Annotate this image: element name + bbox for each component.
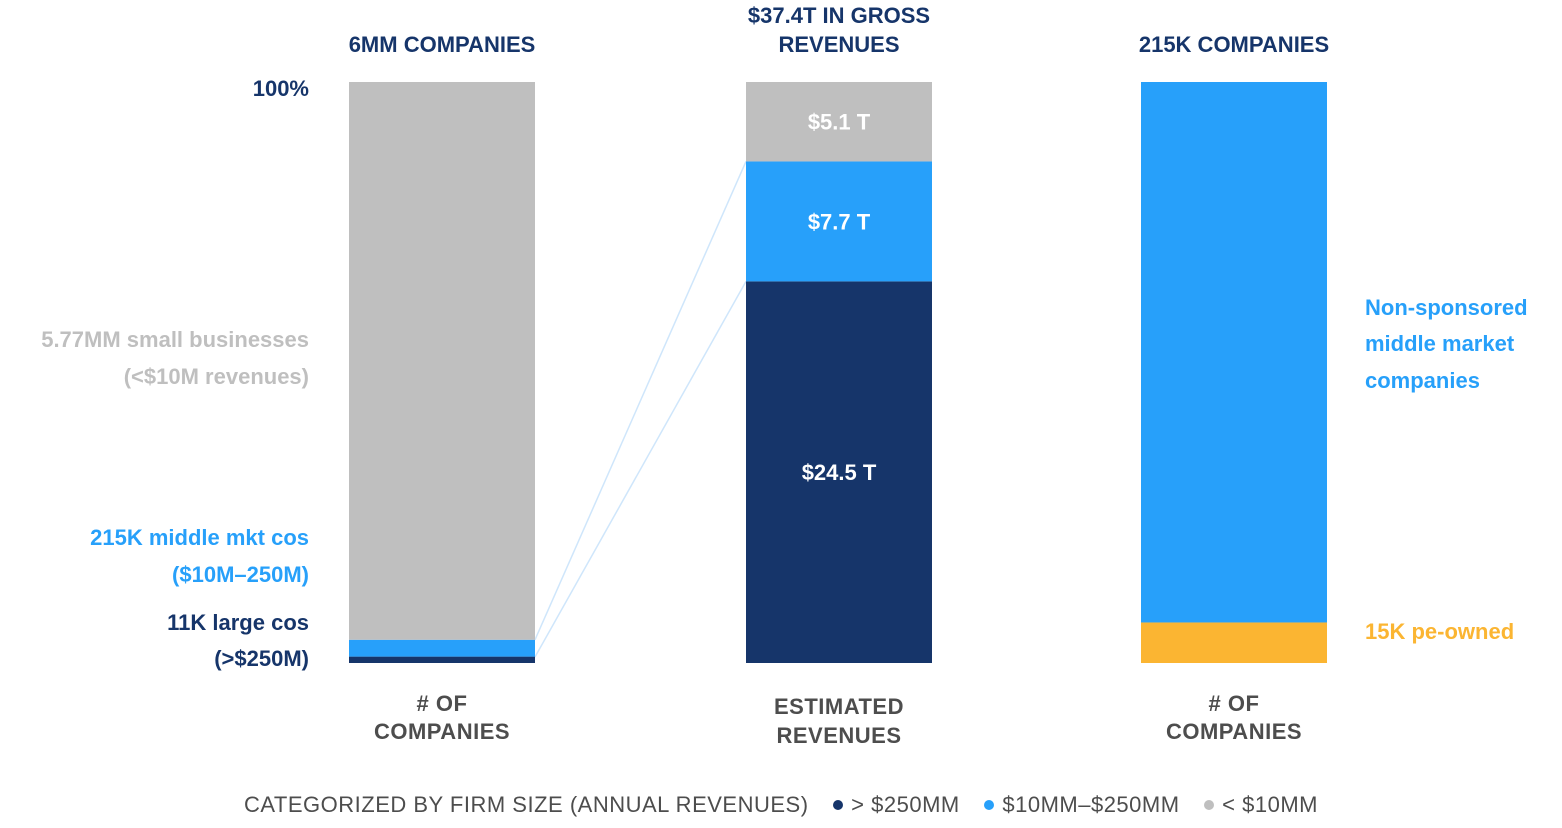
category-label-middle_market-line-0: # OF bbox=[1209, 691, 1260, 716]
left-annotation-large-line-1: (>$250M) bbox=[214, 646, 309, 671]
legend-label-small: < $10MM bbox=[1222, 792, 1318, 817]
left-annotation-middle-line-0: 215K middle mkt cos bbox=[90, 525, 309, 550]
right-annotation-middle-line-2: companies bbox=[1365, 368, 1480, 393]
stacked-bar-chart: $24.5 T $7.7 T $5.1 T 6MM COMPANIES $37.4T I… bbox=[41, 3, 1528, 748]
legend-title: CATEGORIZED BY FIRM SIZE (ANNUAL REVENUE… bbox=[243, 792, 809, 817]
legend-swatch-small bbox=[1204, 800, 1215, 811]
category-label-companies_all-line-0: # OF bbox=[417, 691, 468, 716]
bar-revenues-segment-middle bbox=[746, 161, 932, 282]
bar-revenues-segment-large bbox=[746, 281, 932, 663]
bar-revenues-segment-small bbox=[746, 82, 932, 162]
category-label-middle_market-line-1: COMPANIES bbox=[1166, 719, 1302, 744]
bar-header-revenues-line-0: $37.4T IN GROSS bbox=[748, 3, 930, 28]
data-label-revenues-middle: $7.7 T bbox=[808, 209, 871, 234]
bar-header-companies_all-line-0: 6MM COMPANIES bbox=[349, 32, 536, 57]
bar-middle_market-segment-pe_owned bbox=[1141, 622, 1327, 663]
right-annotation-middle-line-1: middle market bbox=[1365, 331, 1515, 356]
bar-header-middle_market-line-0: 215K COMPANIES bbox=[1139, 32, 1329, 57]
legend-swatch-middle bbox=[984, 800, 995, 811]
bar-companies_all-segment-large bbox=[349, 656, 535, 663]
bar-companies_all-segment-middle bbox=[349, 639, 535, 657]
right-annotation-middle-line-0: Non-sponsored bbox=[1365, 295, 1528, 320]
right-annotation-pe_owned-line-0: 15K pe-owned bbox=[1365, 619, 1514, 644]
bar-header-revenues-line-1: REVENUES bbox=[778, 32, 899, 57]
category-label-revenues-line-1: REVENUES bbox=[776, 723, 901, 748]
left-annotation-small-line-1: (<$10M revenues) bbox=[124, 364, 309, 389]
connector-line-bottom bbox=[534, 281, 747, 658]
left-annotation-large-line-0: 11K large cos bbox=[167, 610, 309, 635]
category-label-companies_all-line-1: COMPANIES bbox=[374, 719, 510, 744]
legend-label-middle: $10MM–$250MM bbox=[1002, 792, 1180, 817]
left-annotation-small-line-0: 5.77MM small businesses bbox=[41, 327, 309, 352]
bar-middle_market-segment-middle bbox=[1141, 82, 1327, 623]
data-label-revenues-small: $5.1 T bbox=[808, 110, 871, 135]
connector-line-top bbox=[534, 161, 747, 641]
legend-label-large: > $250MM bbox=[851, 792, 960, 817]
legend: CATEGORIZED BY FIRM SIZE (ANNUAL REVENUE… bbox=[0, 792, 1562, 818]
data-label-revenues-large: $24.5 T bbox=[802, 460, 877, 485]
category-label-revenues-line-0: ESTIMATED bbox=[774, 694, 904, 719]
left-annotation-middle-line-1: ($10M–250M) bbox=[172, 562, 309, 587]
legend-swatch-large bbox=[833, 800, 844, 811]
bar-companies_all-segment-small bbox=[349, 82, 535, 640]
y-axis-top-label: 100% bbox=[253, 76, 309, 101]
